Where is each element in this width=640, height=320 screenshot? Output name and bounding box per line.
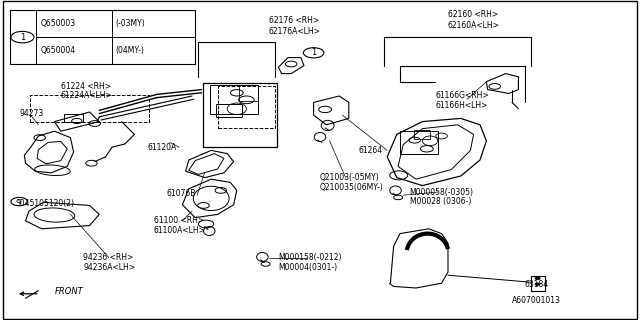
Text: FRONT: FRONT (54, 287, 83, 296)
Text: 61166H<LH>: 61166H<LH> (435, 101, 488, 110)
Text: 61224 <RH>: 61224 <RH> (61, 82, 111, 91)
Text: 62176 <RH>: 62176 <RH> (269, 16, 319, 25)
Text: 94273: 94273 (19, 109, 44, 118)
Text: S045105120(2): S045105120(2) (16, 199, 75, 208)
Bar (210, 85, 258, 114)
Bar (216, 104, 242, 117)
Bar (204, 83, 276, 147)
Bar (64, 114, 83, 122)
Text: (-03MY): (-03MY) (116, 19, 145, 28)
Text: 62160A<LH>: 62160A<LH> (448, 21, 500, 30)
Text: 61224A<LH>: 61224A<LH> (61, 92, 113, 100)
Text: 62160 <RH>: 62160 <RH> (448, 10, 498, 19)
Text: M00028 (0306-): M00028 (0306-) (410, 197, 471, 206)
Text: 1: 1 (311, 48, 316, 57)
Text: 61166G<RH>: 61166G<RH> (435, 92, 489, 100)
Bar (400, 131, 438, 154)
Bar (531, 276, 545, 291)
Text: Q650004: Q650004 (40, 46, 76, 55)
Bar (239, 85, 258, 101)
Text: 62176A<LH>: 62176A<LH> (269, 28, 321, 36)
Text: M000158(-0212): M000158(-0212) (278, 253, 342, 262)
Circle shape (535, 277, 540, 280)
Text: Q210035(06MY-): Q210035(06MY-) (320, 183, 384, 192)
Text: 61120A: 61120A (147, 143, 177, 152)
Bar (31, 95, 149, 122)
Text: 94236A<LH>: 94236A<LH> (83, 263, 135, 272)
Text: Q21003(-05MY): Q21003(-05MY) (320, 173, 380, 182)
Text: A607001013: A607001013 (512, 296, 561, 305)
Text: 61264: 61264 (358, 146, 383, 155)
Text: (04MY-): (04MY-) (116, 46, 145, 55)
Circle shape (535, 283, 540, 285)
Text: 61100 <RH>: 61100 <RH> (154, 216, 204, 225)
Text: 61076B: 61076B (166, 189, 196, 198)
Text: 94236 <RH>: 94236 <RH> (83, 253, 134, 262)
Text: M000058(-0305): M000058(-0305) (410, 188, 474, 196)
Bar (415, 130, 431, 139)
Text: 63184: 63184 (524, 280, 548, 289)
Bar (10, 10, 195, 64)
Text: S: S (17, 199, 21, 204)
Text: M00004(0301-): M00004(0301-) (278, 263, 337, 272)
Text: 1: 1 (20, 33, 25, 42)
Bar (218, 86, 275, 128)
Text: 61100A<LH>: 61100A<LH> (154, 226, 205, 235)
Text: Q650003: Q650003 (40, 19, 76, 28)
